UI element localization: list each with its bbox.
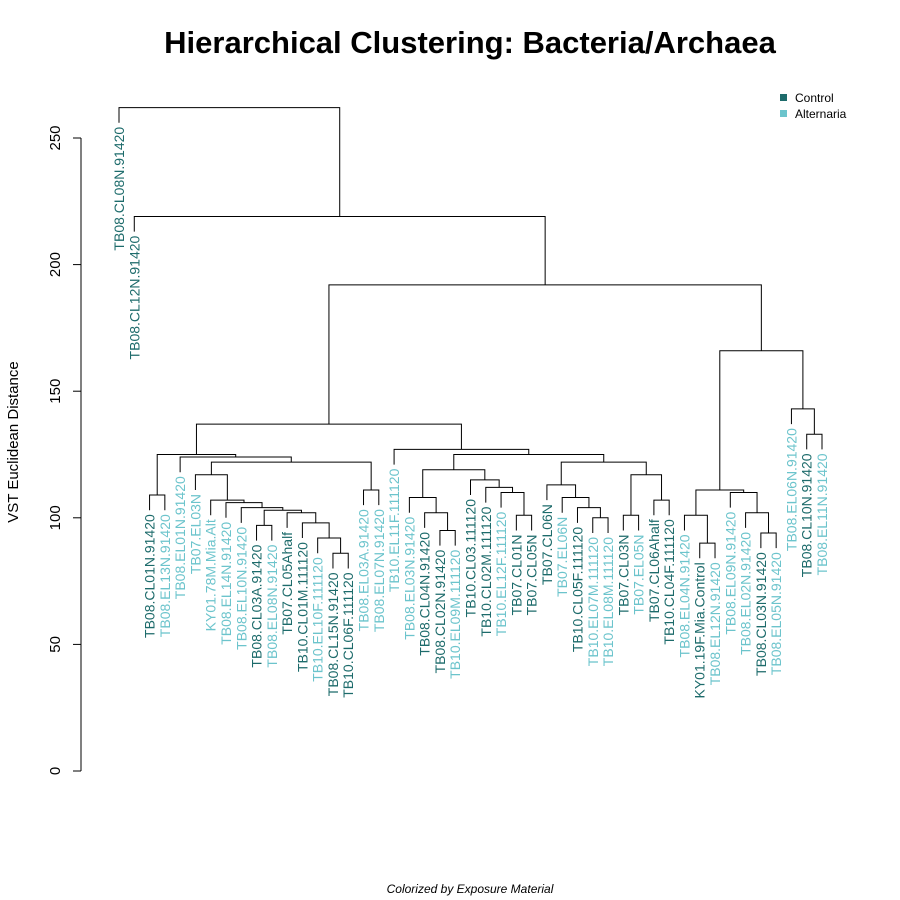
leaf-label: TB07.CL06Ahalf bbox=[646, 519, 662, 622]
dendrogram-branch bbox=[225, 502, 263, 518]
leaf-label: TB10.CL02M.111120 bbox=[478, 506, 494, 636]
leaf-label: TB08.EL13N.91420 bbox=[157, 514, 173, 637]
leaf-label: TB07.CL06N bbox=[539, 504, 555, 585]
leaf-label: TB08.EL05N.91420 bbox=[768, 552, 784, 675]
leaf-label: TB08.EL12N.91420 bbox=[707, 562, 723, 685]
leaf-label: TB08.EL14N.91420 bbox=[218, 522, 234, 645]
dendrogram-branch bbox=[422, 469, 486, 498]
leaf-label: TB10.EL11F.111120 bbox=[386, 468, 402, 592]
leaf-label: TB08.CL03N.91420 bbox=[753, 552, 769, 676]
leaf-label: KY01.78M.Mia.Alt bbox=[203, 519, 219, 631]
leaf-label: TB07.EL05N bbox=[631, 534, 647, 614]
leaf-label: TB10.EL09M.111120 bbox=[447, 549, 463, 678]
legend-swatch bbox=[780, 94, 787, 101]
leaf-label: TB10.EL07M.111120 bbox=[585, 537, 601, 666]
leaf-label: TB07.CL01N bbox=[508, 534, 524, 615]
dendrogram-branch bbox=[622, 514, 640, 531]
y-tick-label: 150 bbox=[47, 379, 64, 404]
dendrogram-branch bbox=[256, 524, 273, 541]
leaf-label: TB07.CL03N bbox=[615, 534, 631, 615]
dendrogram-branch bbox=[424, 512, 449, 531]
leaf-label: TB10.EL08M.111120 bbox=[600, 537, 616, 666]
leaf-label: TB10.EL12F.111120 bbox=[493, 511, 509, 636]
leaf-label: KY01.19F.Mia.Control bbox=[692, 562, 708, 698]
dendrogram-branch bbox=[301, 522, 330, 539]
dendrogram-branch bbox=[760, 532, 777, 549]
y-tick-label: 250 bbox=[47, 125, 64, 150]
dendrogram-branch bbox=[653, 499, 670, 516]
legend: Control Alternaria bbox=[780, 91, 847, 121]
dendrogram-branch bbox=[118, 107, 341, 217]
leaf-label: TB08.EL02N.91420 bbox=[738, 532, 754, 655]
leaf-label: TB07.CL05N bbox=[524, 534, 540, 615]
dendrogram-branches bbox=[118, 107, 823, 569]
dendrogram-branch bbox=[133, 215, 546, 285]
y-tick-label: 0 bbox=[47, 767, 64, 775]
y-tick-label: 100 bbox=[47, 505, 64, 530]
dendrogram-branch bbox=[286, 512, 317, 528]
leaf-label: TB08.EL09N.91420 bbox=[722, 511, 738, 634]
y-tick-label: 200 bbox=[47, 252, 64, 277]
dendrogram-branch bbox=[695, 489, 745, 516]
dendrogram-branch bbox=[179, 456, 292, 473]
legend-swatch bbox=[780, 110, 787, 117]
leaf-label: TB08.EL03A.91420 bbox=[356, 509, 372, 631]
dendrogram-branch bbox=[806, 433, 823, 450]
leaf-label: TB08.EL01N.91420 bbox=[172, 476, 188, 599]
dendrogram-branch bbox=[439, 529, 456, 546]
leaf-label: TB10.CL05F.111120 bbox=[569, 527, 585, 653]
leaf-label: TB08.CL01N.91420 bbox=[142, 514, 158, 638]
leaf-label: TB08.CL02N.91420 bbox=[432, 549, 448, 673]
dendrogram-branch bbox=[195, 423, 462, 455]
leaf-label: TB08.EL04N.91420 bbox=[676, 534, 692, 657]
leaf-label: TB08.CL12N.91420 bbox=[126, 235, 142, 359]
leaf-label: TB08.CL03A.91420 bbox=[249, 544, 265, 667]
dendrogram-branch bbox=[630, 474, 663, 516]
leaf-label: TB07.CL05Ahalf bbox=[279, 532, 295, 635]
leaf-label: TB10.CL04F.111120 bbox=[661, 519, 677, 645]
leaf-label: TB08.EL11N.91420 bbox=[814, 453, 830, 575]
leaf-label: TB08.CL15N.91420 bbox=[325, 572, 341, 696]
dendrogram-branch bbox=[393, 448, 530, 465]
dendrogram-branch bbox=[408, 497, 437, 513]
dendrogram-branch bbox=[485, 486, 514, 503]
dendrogram-branch bbox=[149, 494, 166, 511]
leaf-label: TB08.EL03N.91420 bbox=[401, 517, 417, 640]
leaf-label: TB08.CL10N.91420 bbox=[799, 453, 815, 577]
dendrogram-branch bbox=[210, 461, 372, 490]
dendrogram-branch bbox=[560, 461, 647, 485]
leaf-label: TB08.CL04N.91420 bbox=[417, 532, 433, 656]
y-axis: 0 50 100 150 200 250 bbox=[47, 125, 82, 775]
leaf-label: TB10.EL10F.111120 bbox=[310, 557, 326, 682]
dendrogram-branch bbox=[317, 537, 342, 554]
dendrogram-branch bbox=[576, 507, 601, 523]
dendrogram-branch bbox=[363, 489, 380, 506]
leaf-label: TB10.CL06F.111120 bbox=[340, 572, 356, 698]
dendrogram-branch bbox=[745, 512, 770, 533]
legend-label: Control bbox=[795, 91, 834, 105]
dendrogram-branch bbox=[699, 542, 716, 559]
leaf-label: TB07.EL03N bbox=[187, 494, 203, 574]
y-axis-label: VST Euclidean Distance bbox=[5, 361, 22, 522]
leaf-label: TB10.CL01M.111120 bbox=[294, 542, 310, 672]
chart-title: Hierarchical Clustering: Bacteria/Archae… bbox=[164, 25, 776, 60]
dendrogram-branch bbox=[592, 517, 609, 533]
dendrogram-branch bbox=[332, 552, 349, 569]
leaf-label: TB08.EL07N.91420 bbox=[371, 509, 387, 632]
leaf-label: TB10.CL03.111120 bbox=[463, 499, 479, 618]
y-tick-label: 50 bbox=[47, 636, 64, 653]
leaf-label: TB07.EL06N bbox=[554, 517, 570, 597]
dendrogram-branch bbox=[515, 514, 533, 531]
leaf-label: TB08.EL08N.91420 bbox=[264, 544, 280, 667]
chart-caption: Colorized by Exposure Material bbox=[387, 882, 554, 896]
dendrogram-branch bbox=[328, 284, 762, 425]
dendrogram-branch bbox=[729, 491, 758, 513]
dendrogram-branch bbox=[561, 497, 590, 513]
leaf-label: TB08.EL06N.91420 bbox=[783, 428, 799, 551]
leaf-label: TB08.EL10N.91420 bbox=[233, 527, 249, 650]
leaf-label: TB08.CL08N.91420 bbox=[111, 127, 127, 251]
legend-label: Alternaria bbox=[795, 107, 847, 121]
